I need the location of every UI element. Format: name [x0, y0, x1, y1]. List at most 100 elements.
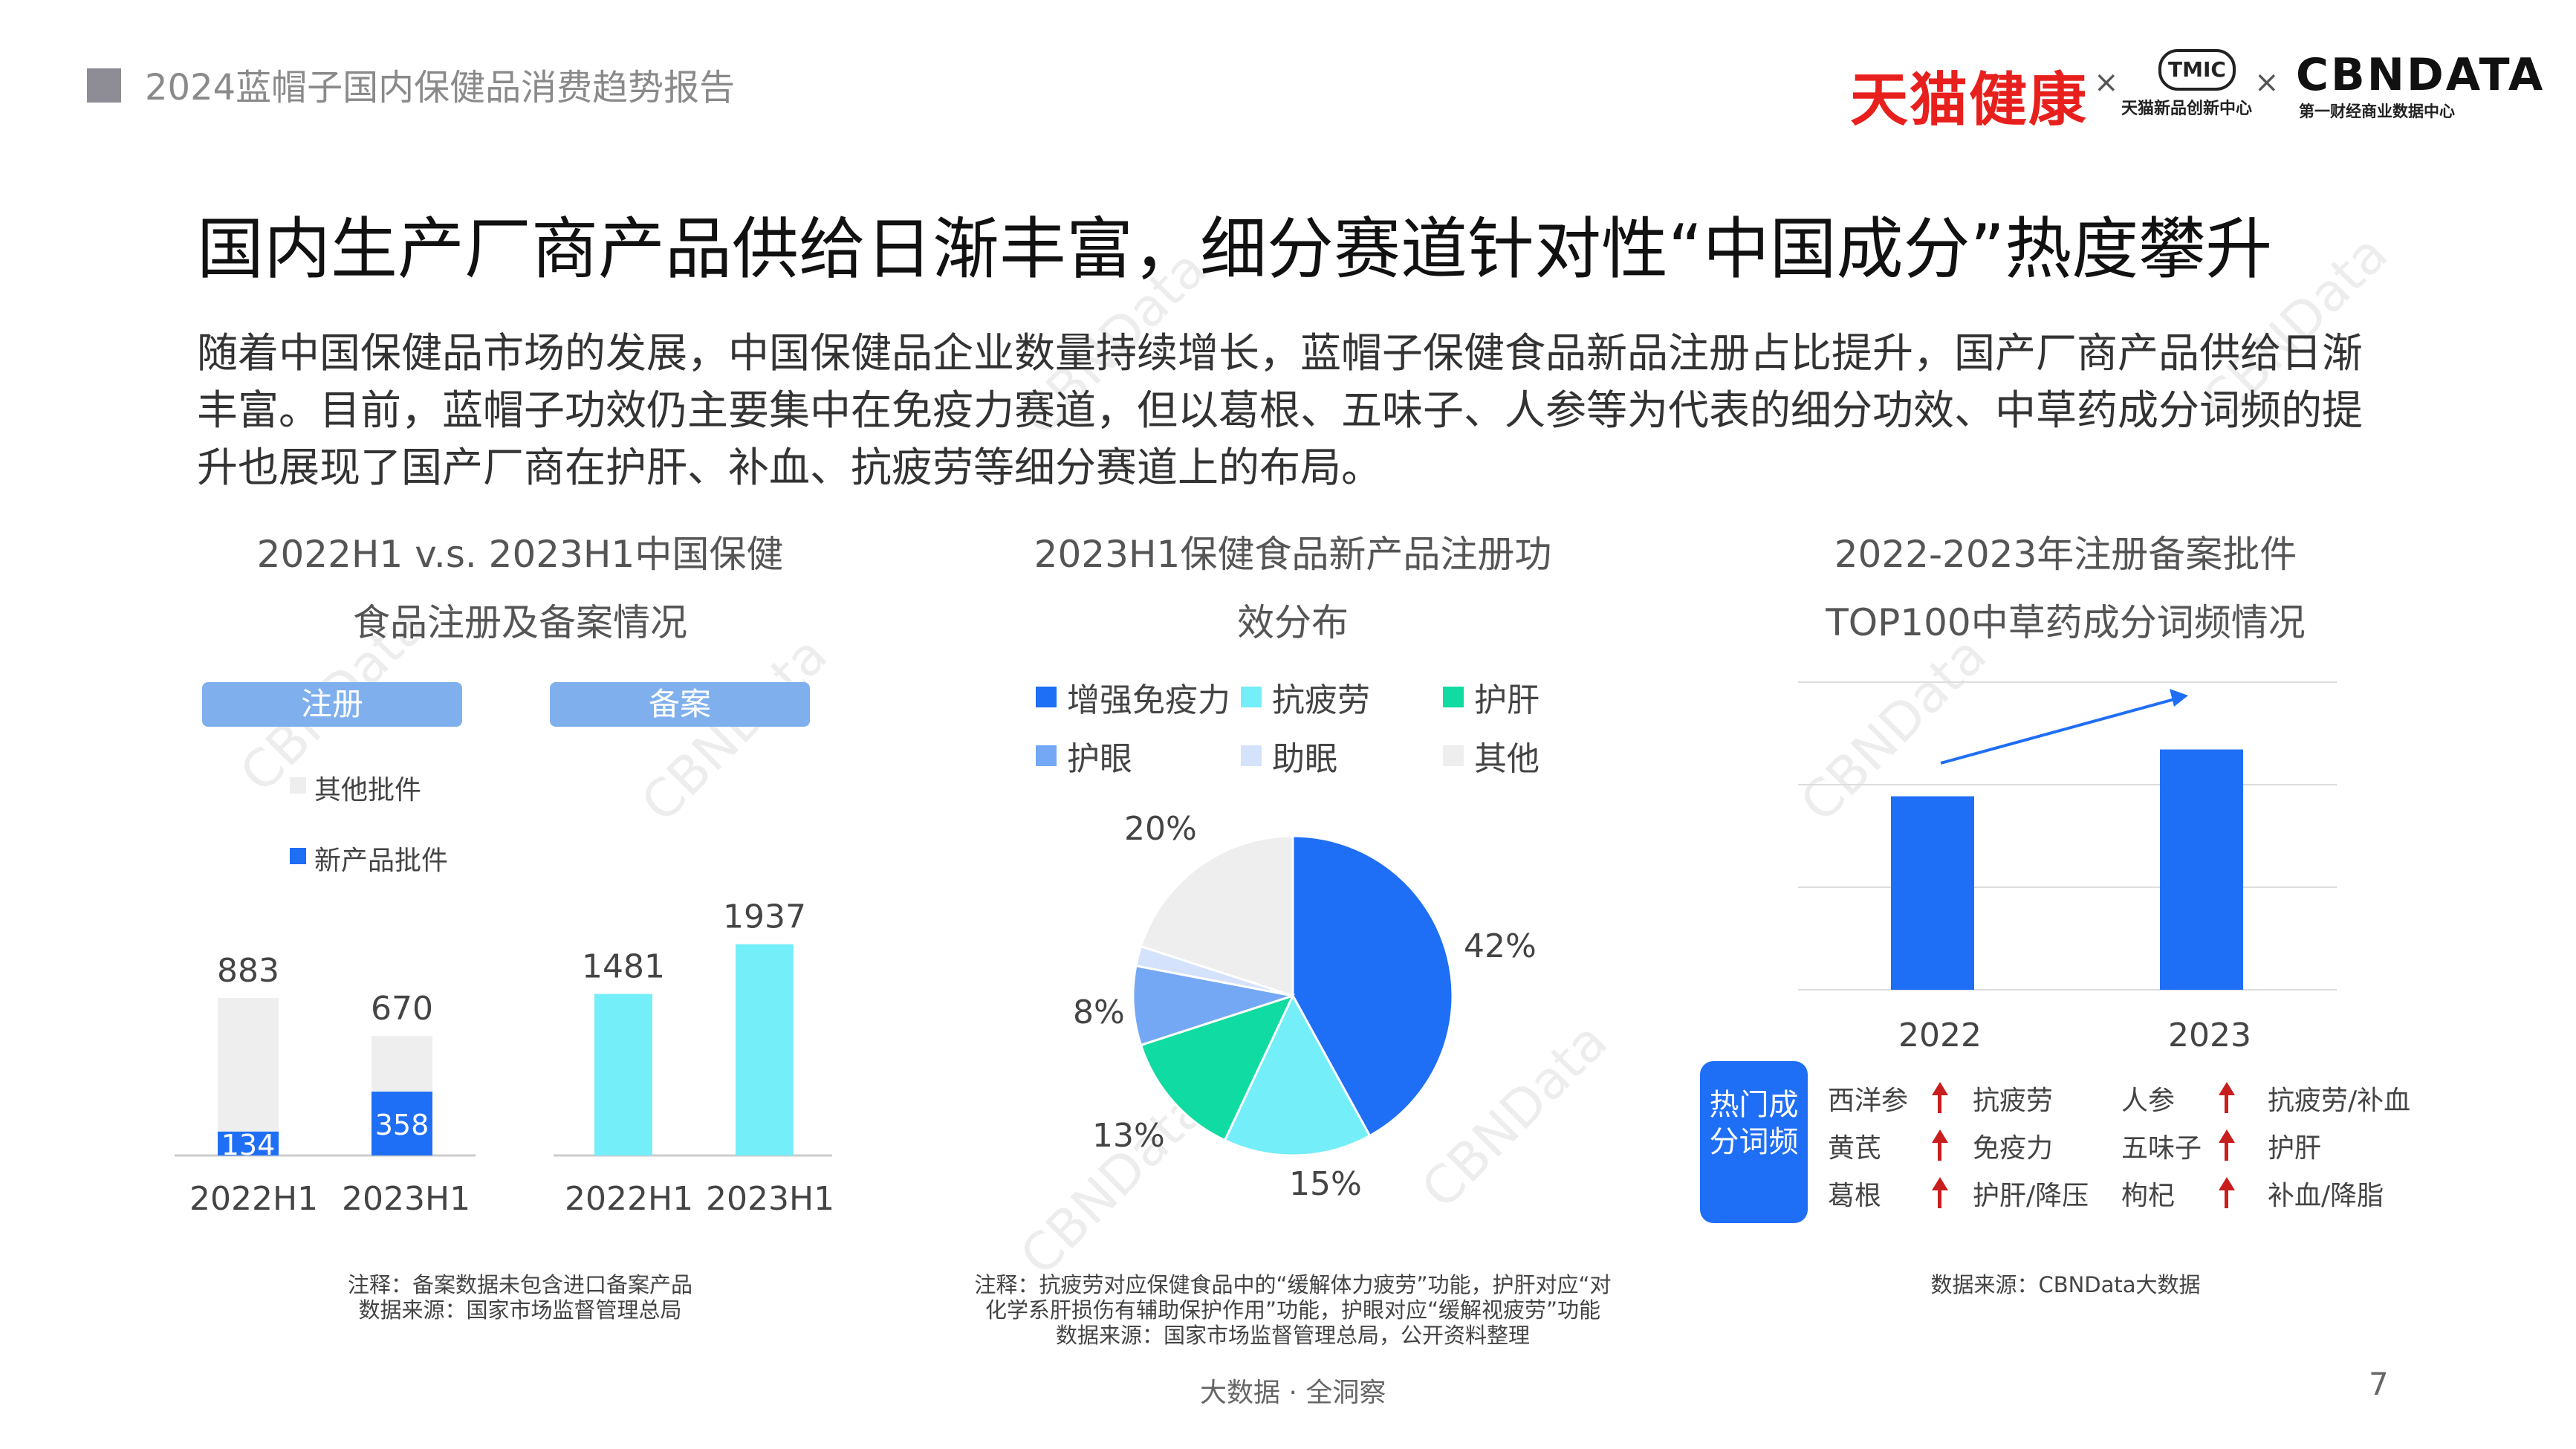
legend-label-eye: 护眼 — [1067, 740, 1132, 778]
trend-arrow-line — [1940, 697, 2178, 765]
up-arrow-icon — [1932, 1177, 1948, 1208]
bar-total-label: 670 — [371, 990, 433, 1028]
legend-label-other: 其他 — [1474, 740, 1540, 778]
bar — [736, 944, 794, 1155]
bar-segment-new — [218, 1131, 279, 1155]
chart3-note-line1: 数据来源：CBNData大数据 — [1930, 1272, 2201, 1297]
legend-swatch-immunity — [1036, 687, 1057, 707]
x-label: 2022 — [1898, 1017, 1982, 1054]
logo-separator: × — [2254, 65, 2280, 100]
trend-arrow-head — [2170, 689, 2188, 707]
chart2-note: 注释：抗疲劳对应保健食品中的“缓解体力疲劳”功能，护肝对应“对 化学系肝损伤有辅… — [944, 1272, 1642, 1348]
bar-value-label: 1481 — [582, 948, 665, 986]
up-arrow-icon — [2219, 1129, 2235, 1161]
chart3-title-line1: 2022-2023年注册备案批件 — [1834, 533, 2297, 576]
legend-swatch-other — [290, 777, 306, 794]
chart1-title: 2022H1 v.s. 2023H1中国保健 食品注册及备案情况 — [171, 520, 869, 657]
x-label: 2023 — [2168, 1017, 2251, 1054]
tmic-logo: TMIC — [2158, 49, 2236, 91]
legend-label-other: 其他批件 — [314, 775, 422, 805]
bar-segment-new — [372, 1092, 432, 1155]
pie-slice — [1132, 964, 1294, 1047]
page-title: 国内生产厂商产品供给日渐丰富，细分赛道针对性“中国成分”热度攀升 — [197, 210, 2273, 288]
tmic-logo-subtitle: 天猫新品创新中心 — [2121, 100, 2253, 118]
chart3-title: 2022-2023年注册备案批件 TOP100中草药成分词频情况 — [1716, 520, 2415, 657]
legend-swatch-new — [290, 848, 306, 864]
herb-effect: 护肝/降压 — [1973, 1181, 2089, 1211]
up-arrow-icon — [2219, 1082, 2235, 1113]
bar-segment-other — [218, 998, 279, 1132]
bar-value-label: 358 — [375, 1109, 429, 1141]
legend-swatch-anti-fatigue — [1241, 687, 1262, 707]
chart1-title-line2: 食品注册及备案情况 — [353, 601, 687, 644]
legend-swatch-eye — [1036, 745, 1057, 766]
herb-effect: 护肝 — [2268, 1133, 2322, 1164]
chart2-title-line1: 2023H1保健食品新产品注册功 — [1034, 533, 1552, 576]
bar-value-label: 134 — [221, 1129, 276, 1161]
bar-segment-other — [372, 1036, 432, 1092]
chart2-title-line2: 效分布 — [1237, 601, 1349, 644]
chart1-note-line2: 数据来源：国家市场监督管理总局 — [358, 1297, 682, 1323]
pie-slice — [1291, 834, 1454, 1138]
cbndata-logo: CBNDATA — [2296, 49, 2546, 101]
herb-term: 人参 — [2121, 1086, 2176, 1116]
pie-label-liver: 13% — [1092, 1117, 1165, 1155]
cbndata-logo-subtitle: 第一财经商业数据中心 — [2299, 103, 2455, 120]
herb-term: 西洋参 — [1828, 1086, 1909, 1116]
chart2-title: 2023H1保健食品新产品注册功 效分布 — [944, 520, 1642, 657]
legend-label-anti-fatigue: 抗疲劳 — [1272, 681, 1370, 719]
legend-swatch-sleep — [1241, 745, 1262, 766]
herb-effect: 补血/降脂 — [2268, 1181, 2384, 1211]
chart2-note-line1: 注释：抗疲劳对应保健食品中的“缓解体力疲劳”功能，护肝对应“对 — [974, 1272, 1612, 1297]
chart1-title-line1: 2022H1 v.s. 2023H1中国保健 — [256, 533, 784, 576]
pie-slice — [1139, 993, 1295, 1142]
bar — [594, 993, 652, 1155]
legend-label-liver: 护肝 — [1474, 681, 1540, 719]
herb-effect: 抗疲劳 — [1973, 1086, 2054, 1116]
footer-tagline: 大数据 · 全洞察 — [1200, 1378, 1386, 1408]
up-arrow-icon — [1932, 1129, 1948, 1161]
header-marker — [87, 68, 121, 103]
legend-swatch-other — [1443, 745, 1464, 766]
chart2-note-line2: 化学系肝损伤有辅助保护作用”功能，护眼对应“缓解视疲劳”功能 — [984, 1297, 1601, 1323]
pie-label-anti-fatigue: 15% — [1289, 1165, 1362, 1203]
legend-label-sleep: 助眠 — [1272, 740, 1337, 778]
chart3-title-line2: TOP100中草药成分词频情况 — [1826, 601, 2306, 644]
herb-term: 黄芪 — [1828, 1133, 1882, 1164]
up-arrow-icon — [2219, 1177, 2235, 1208]
pie-label-eye: 8% — [1073, 993, 1125, 1031]
herb-term: 五味子 — [2121, 1133, 2202, 1164]
pie-label-other: 20% — [1124, 810, 1197, 848]
chart2-note-line3: 数据来源：国家市场监督管理总局，公开资料整理 — [1055, 1323, 1530, 1348]
filing-pill: 备案 — [550, 682, 810, 727]
register-pill: 注册 — [202, 682, 462, 727]
x-label: 2023H1 — [342, 1180, 471, 1218]
intro-paragraph: 随着中国保健品市场的发展，中国保健品企业数量持续增长，蓝帽子保健食品新品注册占比… — [197, 329, 2364, 491]
pie-slice — [1139, 834, 1294, 998]
pie-label-immunity: 42% — [1464, 927, 1537, 965]
legend-label-immunity: 增强免疫力 — [1067, 681, 1230, 719]
x-label: 2022H1 — [565, 1180, 694, 1218]
page-number: 7 — [2369, 1366, 2389, 1402]
chart1-note-line1: 注释：备案数据未包含进口备案产品 — [347, 1272, 692, 1297]
tmall-health-logo: 天猫健康 — [1850, 67, 2089, 134]
up-arrow-icon — [1932, 1082, 1948, 1113]
bar-value-label: 1937 — [723, 898, 806, 936]
report-title: 2024蓝帽子国内保健品消费趋势报告 — [145, 67, 736, 108]
herb-term: 葛根 — [1828, 1181, 1882, 1211]
herb-effect: 免疫力 — [1973, 1133, 2054, 1164]
chart1-note: 注释：备案数据未包含进口备案产品 数据来源：国家市场监督管理总局 — [171, 1272, 869, 1323]
bar — [1891, 796, 1974, 990]
logo-separator: × — [2094, 65, 2119, 100]
x-label: 2023H1 — [706, 1180, 835, 1218]
hot-terms-badge: 热门成分词频 — [1700, 1061, 1808, 1223]
legend-label-new: 新产品批件 — [314, 846, 449, 876]
x-label: 2022H1 — [189, 1180, 319, 1218]
chart3-note: 数据来源：CBNData大数据 — [1716, 1272, 2415, 1297]
bar-total-label: 883 — [217, 952, 279, 990]
herb-term: 枸杞 — [2121, 1181, 2176, 1211]
bar — [2160, 749, 2243, 990]
legend-swatch-liver — [1443, 687, 1464, 707]
pie-slice — [1223, 993, 1372, 1157]
